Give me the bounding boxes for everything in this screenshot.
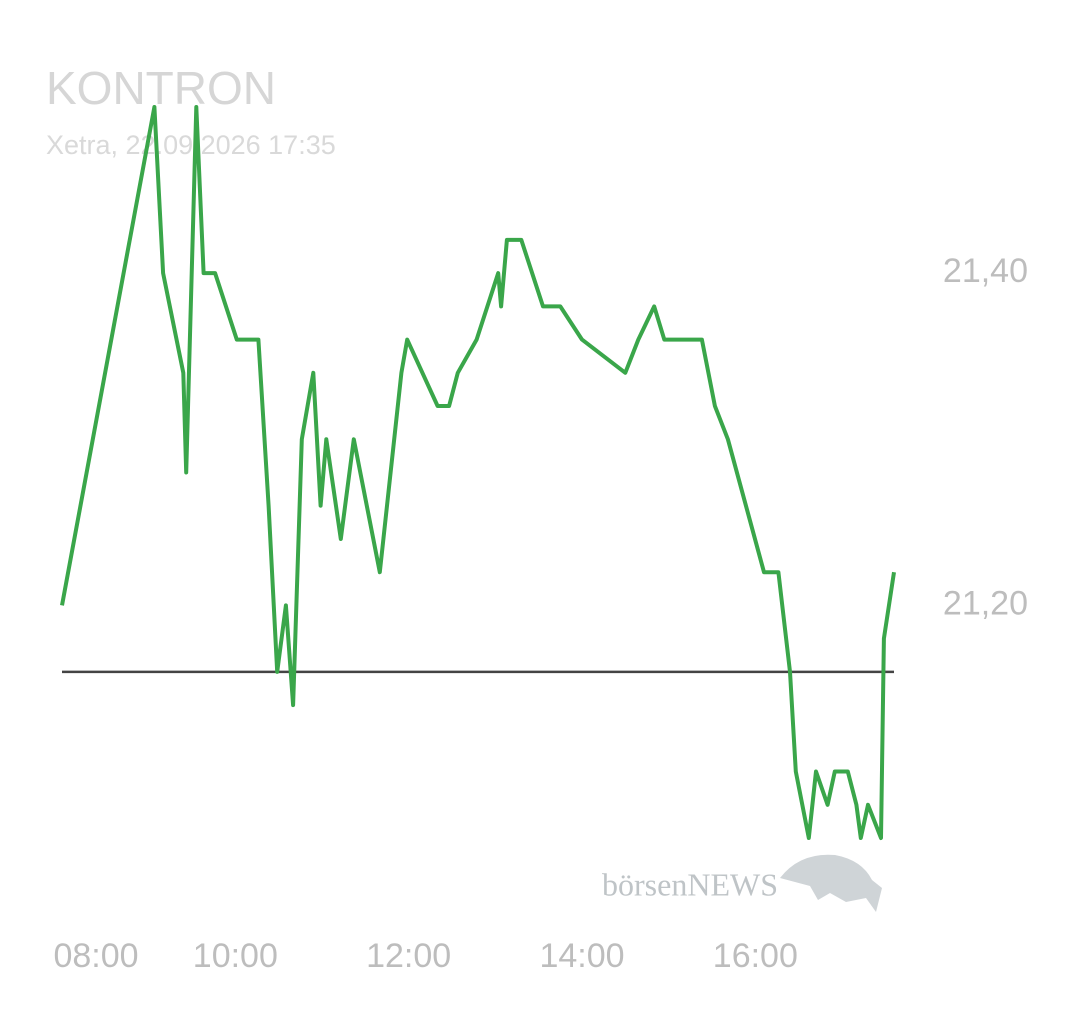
- x-tick-label: 12:00: [366, 937, 451, 975]
- chart-subtitle: Xetra, 22.09.2026 17:35: [46, 130, 336, 160]
- watermark: börsenNEWS: [602, 866, 778, 902]
- x-tick-label: 10:00: [193, 937, 278, 975]
- price-line: [60, 105, 896, 840]
- watermark-logo: [780, 854, 882, 912]
- x-tick-label: 08:00: [53, 937, 138, 975]
- x-tick-label: 14:00: [539, 937, 624, 975]
- chart-title: KONTRON: [46, 62, 276, 114]
- y-tick-label: 21,20: [943, 584, 1028, 622]
- x-tick-label: 16:00: [713, 937, 798, 975]
- y-tick-label: 21,40: [943, 252, 1028, 290]
